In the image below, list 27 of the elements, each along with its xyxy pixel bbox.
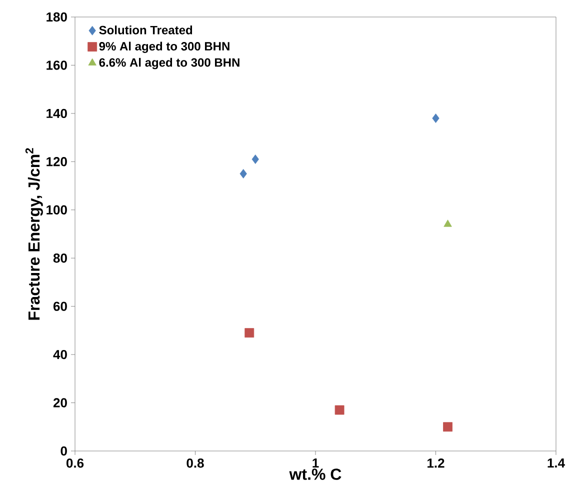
legend-label: 6.6% Al aged to 300 BHN — [99, 58, 240, 70]
legend-label: 9% Al aged to 300 BHN — [99, 42, 230, 53]
x-tick-label: 1.2 — [428, 458, 444, 468]
point — [443, 422, 452, 432]
x-tick-label: 1.4 — [548, 458, 565, 468]
x-axis-title: wt.% C — [289, 468, 342, 480]
y-tick-label: 80 — [53, 253, 67, 263]
x-tick-label: 1 — [312, 458, 319, 468]
point — [444, 220, 452, 227]
legend-label: Solution Treated — [99, 26, 192, 34]
y-tick-label: 100 — [46, 205, 67, 214]
y-tick-label: 140 — [46, 108, 67, 118]
point — [244, 328, 254, 338]
y-tick-label: 40 — [53, 350, 67, 360]
y-tick-label: 20 — [53, 398, 67, 408]
x-tick-label: 0.8 — [186, 458, 204, 468]
point — [252, 154, 259, 164]
y-tick-label: 120 — [46, 157, 67, 166]
point — [334, 405, 344, 415]
y-tick-label: 0 — [60, 446, 67, 456]
x-tick-label: 0.6 — [66, 458, 84, 468]
y-tick-label: 160 — [46, 60, 67, 70]
point — [240, 169, 247, 178]
point — [432, 114, 440, 123]
y-axis-title: Fracture Energy, J/cm$^{2}$ — [25, 148, 43, 320]
y-tick-label: 60 — [53, 302, 67, 311]
y-tick-label: 180 — [46, 12, 67, 22]
